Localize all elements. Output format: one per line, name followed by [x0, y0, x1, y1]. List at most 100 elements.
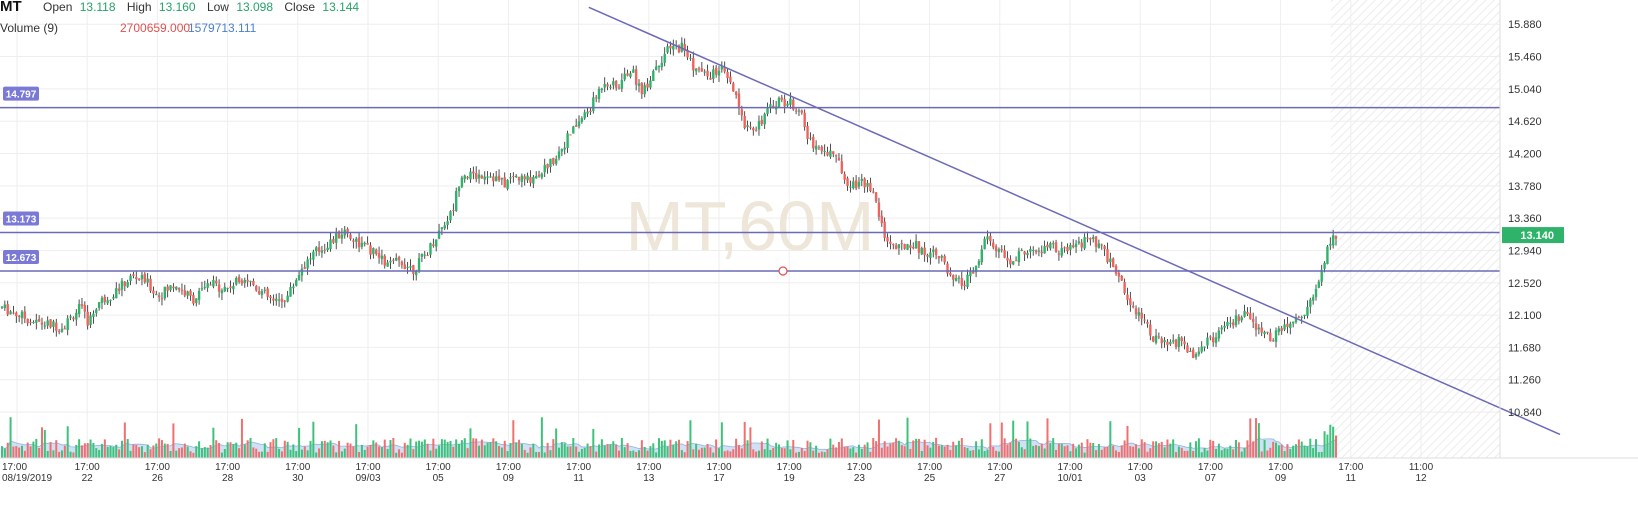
candle-body [854, 180, 858, 189]
candle-body [417, 258, 421, 272]
candle-body [377, 253, 381, 258]
candle [577, 115, 581, 129]
candle [486, 171, 489, 185]
volume-bar [895, 438, 898, 458]
volume-bar [332, 445, 335, 458]
volume-bar [283, 440, 286, 458]
candle [57, 328, 61, 335]
candle [95, 308, 98, 317]
candle-body [195, 298, 198, 303]
candle [777, 96, 781, 108]
volume-bar [420, 441, 423, 458]
candle [1040, 245, 1043, 258]
candle-body [423, 254, 426, 256]
candle [803, 109, 806, 131]
volume-bar [1183, 450, 1186, 458]
candle-body [626, 73, 629, 76]
candle-body [1023, 251, 1026, 255]
candle-body [726, 71, 729, 79]
volume-bar [917, 438, 920, 458]
candle-body [103, 296, 107, 303]
volume-bar [1237, 442, 1240, 458]
candle [29, 318, 32, 326]
volume-bar [46, 450, 49, 458]
volume-bar [258, 451, 261, 458]
candle [46, 316, 49, 329]
volume-bar [857, 444, 860, 458]
candle [1117, 269, 1121, 283]
candle-body [166, 286, 169, 291]
candle [260, 288, 264, 299]
candle [589, 108, 592, 116]
volume-bar [903, 446, 906, 458]
x-tick-date: 09 [1275, 473, 1287, 484]
candle [1326, 245, 1329, 265]
candle [817, 145, 821, 151]
candle-body [197, 290, 201, 300]
candle-body [212, 279, 215, 287]
candle-body [803, 112, 806, 128]
candle-body [906, 244, 909, 250]
candle-body [317, 247, 321, 252]
candle [512, 172, 515, 183]
volume-bar [440, 439, 443, 458]
volume-bar [1140, 439, 1143, 458]
candle-body [526, 175, 529, 181]
candle [506, 179, 509, 191]
candle-body [1091, 237, 1095, 239]
volume-bar [606, 444, 609, 458]
volume-bar [1169, 443, 1172, 458]
candle [1123, 278, 1126, 295]
candle [1146, 319, 1149, 328]
y-tick-label: 12.940 [1508, 245, 1542, 257]
candle-body [752, 128, 755, 131]
x-tick-date: 17 [713, 473, 725, 484]
volume-bar [292, 444, 295, 458]
candle [77, 299, 81, 318]
volume-bar [935, 437, 938, 458]
candle [720, 61, 724, 73]
candle [997, 247, 1001, 259]
candle-body [506, 179, 509, 189]
volume-bar [460, 440, 463, 458]
candle-body [577, 121, 581, 127]
volume-bar [78, 439, 81, 458]
candle [666, 43, 669, 54]
candle [1037, 247, 1041, 257]
candle-body [583, 112, 586, 119]
candle [849, 180, 852, 193]
candle [1060, 241, 1063, 258]
volume-bar [86, 443, 89, 458]
open-value: 13.118 [79, 0, 116, 14]
candle-body [1074, 243, 1078, 248]
candle [1226, 316, 1229, 330]
volume-bar [969, 450, 972, 458]
candle [969, 267, 972, 283]
candle [357, 232, 361, 253]
volume-bar [1055, 449, 1058, 458]
candle-body [509, 177, 512, 179]
candle [289, 282, 292, 297]
candle-body [246, 279, 249, 282]
candle [643, 82, 646, 98]
candle-body [977, 261, 981, 266]
candle-body [872, 191, 875, 193]
candle [583, 109, 586, 120]
candle-body [1234, 315, 1238, 326]
candle-body [712, 69, 715, 80]
volume-bar [983, 450, 986, 458]
volume-bar [966, 447, 969, 458]
last-price-label: 13.140 [1520, 230, 1554, 242]
volume-bar [32, 441, 35, 458]
low-value: 13.098 [236, 0, 274, 14]
candle [192, 292, 195, 306]
candle [6, 300, 9, 317]
candle [163, 286, 167, 301]
candle [1266, 331, 1269, 335]
volume-bar [583, 447, 586, 458]
candle [1137, 307, 1141, 322]
candle [680, 37, 684, 53]
volume-bar [120, 440, 123, 458]
